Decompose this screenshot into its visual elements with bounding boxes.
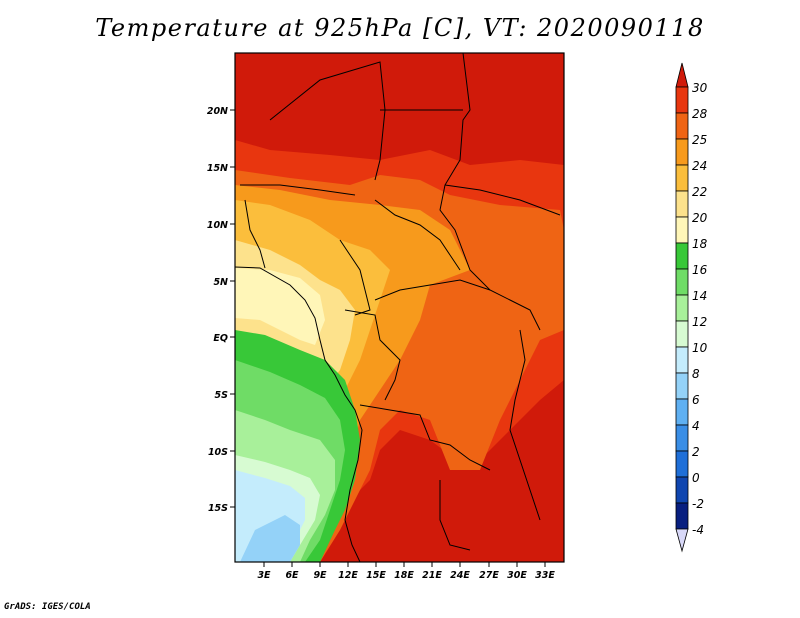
country-borders — [235, 53, 561, 562]
lon-label: 12E — [338, 570, 358, 581]
colorbar-swatch — [675, 398, 689, 426]
colorbar-label: 20 — [692, 211, 708, 225]
colorbar-label: 16 — [692, 263, 708, 277]
colorbar-swatch — [675, 138, 689, 166]
border-sudan-ssudan — [444, 184, 561, 216]
lon-label: 27E — [479, 570, 499, 581]
colorbar-label: 18 — [692, 237, 708, 251]
map-frame — [234, 52, 565, 563]
map-title: Temperature at 925hPa [C], VT: 202009011… — [95, 14, 705, 42]
colorbar-bottom-arrow — [675, 528, 689, 553]
colorbar-label: 28 — [692, 107, 708, 121]
colorbar-label: 0 — [692, 471, 700, 485]
colorbar-swatch — [675, 450, 689, 478]
colorbar-labels: 30 28 25 24 22 20 18 16 14 12 10 8 6 4 2… — [692, 81, 708, 537]
lat-axis: 20N 15N 10N 5N EQ 5S 10S 15S — [207, 106, 235, 514]
colorbar-swatch — [675, 242, 689, 270]
colorbar-label: 2 — [692, 445, 700, 459]
border-north-1 — [269, 61, 386, 181]
colorbar-top-arrow — [675, 62, 689, 88]
band-6 — [240, 515, 300, 562]
colorbar-swatch — [675, 294, 689, 322]
border-congo — [344, 309, 401, 401]
colorbar-label: 8 — [692, 367, 700, 381]
colorbar-swatch — [675, 346, 689, 374]
colorbar-swatches — [675, 62, 689, 553]
colorbar: 30 28 25 24 22 20 18 16 14 12 10 8 6 4 2… — [675, 62, 708, 553]
temperature-field — [235, 53, 564, 562]
border-nigeria-niger — [240, 184, 356, 196]
colorbar-label: -4 — [692, 523, 704, 537]
lon-label: 9E — [313, 570, 327, 581]
border-cameroon — [339, 239, 371, 316]
lon-label: 15E — [366, 570, 386, 581]
lat-label: EQ — [213, 333, 228, 344]
colorbar-label: 6 — [692, 393, 700, 407]
grads-credit: GrADS: IGES/COLA — [4, 602, 91, 612]
border-drc-angola — [359, 404, 491, 471]
band-18 — [235, 268, 325, 345]
colorbar-swatch — [675, 164, 689, 192]
lon-label: 24E — [450, 570, 470, 581]
colorbar-swatch — [675, 476, 689, 504]
colorbar-label: 24 — [692, 159, 707, 173]
lat-label: 10S — [208, 447, 228, 458]
colorbar-label: 12 — [692, 315, 707, 329]
lon-label: 6E — [285, 570, 299, 581]
colorbar-swatch — [675, 320, 689, 348]
colorbar-swatch — [675, 268, 689, 296]
colorbar-swatch — [675, 424, 689, 452]
lon-label: 3E — [257, 570, 271, 581]
colorbar-label: 22 — [692, 185, 707, 199]
colorbar-label: 30 — [692, 81, 708, 95]
colorbar-label: 4 — [692, 419, 700, 433]
border-angola-zambia — [439, 480, 471, 551]
colorbar-label: -2 — [692, 497, 704, 511]
colorbar-swatch — [675, 112, 689, 140]
colorbar-swatch — [675, 372, 689, 400]
border-east-lakes — [509, 329, 541, 521]
lat-label: 15S — [208, 503, 228, 514]
border-car-drc — [374, 279, 491, 301]
border-chad-car — [374, 199, 461, 271]
lat-label: 10N — [207, 220, 228, 231]
lat-label: 15N — [207, 163, 228, 174]
colorbar-swatch — [675, 216, 689, 244]
lon-label: 18E — [394, 570, 414, 581]
coastline-gulf-guinea — [235, 266, 363, 562]
colorbar-swatch — [675, 86, 689, 114]
border-west — [244, 199, 266, 269]
colorbar-label: 25 — [692, 133, 707, 147]
lat-label: 20N — [207, 106, 228, 117]
lon-label: 33E — [535, 570, 555, 581]
lon-label: 21E — [422, 570, 442, 581]
colorbar-label: 10 — [692, 341, 708, 355]
lat-label: 5N — [213, 277, 228, 288]
colorbar-swatch — [675, 190, 689, 218]
border-north-2 — [439, 53, 541, 331]
colorbar-swatch — [675, 502, 689, 530]
lon-axis: 3E 6E 9E 12E 15E 18E 21E 24E 27E 30E 33E — [257, 562, 555, 581]
colorbar-label: 14 — [692, 289, 707, 303]
lon-label: 30E — [507, 570, 527, 581]
lat-label: 5S — [215, 390, 229, 401]
